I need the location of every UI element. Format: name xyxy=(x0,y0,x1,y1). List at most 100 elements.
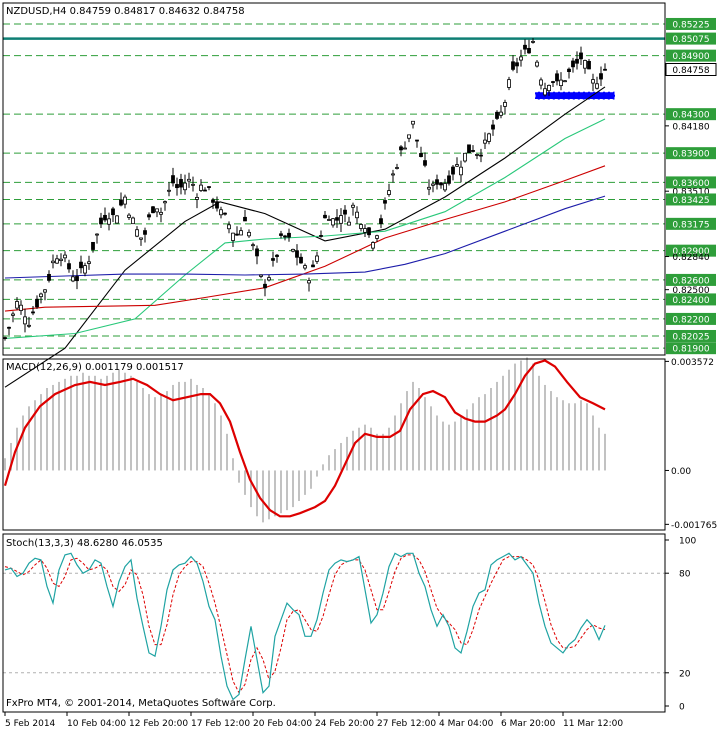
candle-body xyxy=(499,111,503,116)
macd-tick-label: 0.003572 xyxy=(671,358,714,368)
candle-body xyxy=(87,261,91,264)
candle-body xyxy=(35,298,39,308)
price-level-box xyxy=(666,273,716,286)
candle-body xyxy=(327,219,331,221)
price-tick-label: 0.82600 xyxy=(672,276,709,286)
candle-body xyxy=(59,258,63,261)
candle-body xyxy=(359,224,363,229)
candle-body xyxy=(367,227,371,236)
price-tick-label: 0.84900 xyxy=(672,52,709,62)
candle-body xyxy=(115,215,119,224)
candle-body xyxy=(375,235,379,239)
candle-body xyxy=(171,175,175,184)
candle-body xyxy=(119,199,123,206)
price-level-box xyxy=(666,342,716,355)
price-tick-label: 0.82400 xyxy=(672,296,709,306)
price-level-box xyxy=(666,193,716,206)
moving-average-line xyxy=(4,86,606,388)
x-axis: 5 Feb 2014 10 Feb 04:00 12 Feb 20:00 17 Feb… xyxy=(4,712,623,729)
price-tick-label: 0.82840 xyxy=(672,253,709,263)
candle-body xyxy=(399,146,403,151)
candle-body xyxy=(159,211,163,215)
candle-body xyxy=(343,209,347,215)
candle-body xyxy=(583,60,587,69)
candle-body xyxy=(575,58,579,64)
candle-body xyxy=(143,230,147,235)
candle-body xyxy=(403,147,407,150)
x-tick-label: 27 Feb 12:00 xyxy=(377,719,436,729)
x-tick-label: 24 Feb 20:00 xyxy=(315,719,374,729)
price-level-box xyxy=(666,293,716,306)
price-tick-label: 0.83510 xyxy=(672,188,709,198)
price-panel-title: NZDUSD,H4 0.84759 0.84817 0.84632 0.8475… xyxy=(6,6,245,17)
candle-body xyxy=(471,150,475,152)
candle-body xyxy=(487,133,491,142)
candle-body xyxy=(27,324,31,327)
price-tick-label: 0.84300 xyxy=(672,111,709,121)
price-tick-label: 0.83175 xyxy=(672,220,709,230)
stoch-tick-label: 20 xyxy=(679,669,691,679)
x-tick-label: 6 Mar 20:00 xyxy=(501,719,556,729)
candle-body xyxy=(587,60,591,70)
candle-body xyxy=(435,179,439,185)
candle-body xyxy=(127,214,131,218)
price-tick-label: 0.82900 xyxy=(672,247,709,257)
candle-body xyxy=(179,179,183,188)
candle-body xyxy=(163,201,167,204)
price-level-box xyxy=(666,217,716,230)
candle-body xyxy=(207,186,211,188)
price-tick-label: 0.85075 xyxy=(672,35,709,45)
candle-body xyxy=(267,277,271,281)
moving-average-line xyxy=(4,165,606,312)
candle-body xyxy=(411,120,415,125)
price-tick-label: 0.83425 xyxy=(672,196,709,206)
candle-body xyxy=(111,208,115,216)
candle-body xyxy=(51,260,55,264)
candle-body xyxy=(299,256,303,264)
candle-body xyxy=(419,153,423,157)
candle-body xyxy=(43,289,47,293)
candle-body xyxy=(47,273,51,281)
candle-body xyxy=(155,208,159,213)
candle-body xyxy=(107,218,111,225)
candle-body xyxy=(603,68,607,71)
candle-body xyxy=(579,52,583,60)
candle-body xyxy=(223,212,227,215)
price-tick-label: 0.81900 xyxy=(672,345,709,355)
candle-body xyxy=(15,301,19,309)
candle-body xyxy=(219,209,223,216)
candle-body xyxy=(67,263,71,270)
candle-body xyxy=(215,201,219,209)
candle-body xyxy=(103,214,107,221)
candle-body xyxy=(139,237,143,240)
candle-body xyxy=(567,68,571,73)
candle-body xyxy=(167,189,171,192)
price-tick-label: 0.85225 xyxy=(672,20,709,30)
price-tick-label: 0.82200 xyxy=(672,315,709,325)
candle-body xyxy=(135,229,139,237)
candle-body xyxy=(19,304,23,311)
candle-body xyxy=(3,337,7,339)
candle-body xyxy=(99,217,103,225)
price-level-box xyxy=(666,329,716,342)
candle-body xyxy=(191,183,195,186)
price-level-box xyxy=(666,244,716,257)
candle-body xyxy=(507,79,511,88)
candle-body xyxy=(31,311,35,314)
stochastic-panel-title: Stoch(13,3,3) 48.6280 46.0535 xyxy=(6,538,163,549)
candle-body xyxy=(383,200,387,204)
candle-body xyxy=(131,217,135,225)
candle-body xyxy=(11,313,15,316)
x-tick-label: 10 Feb 04:00 xyxy=(67,719,126,729)
price-tick-label: 0.83900 xyxy=(672,150,709,160)
candle-body xyxy=(339,215,343,224)
candle-body xyxy=(475,154,479,156)
candle-body xyxy=(259,274,263,277)
candle-body xyxy=(287,232,291,238)
candle-body xyxy=(531,40,535,43)
stochastic-panel: 100 80 20 0 xyxy=(3,537,696,713)
candle-body xyxy=(323,214,327,219)
x-tick-label: 5 Feb 2014 xyxy=(5,719,56,729)
candle-body xyxy=(503,102,507,107)
candle-body xyxy=(263,283,267,289)
